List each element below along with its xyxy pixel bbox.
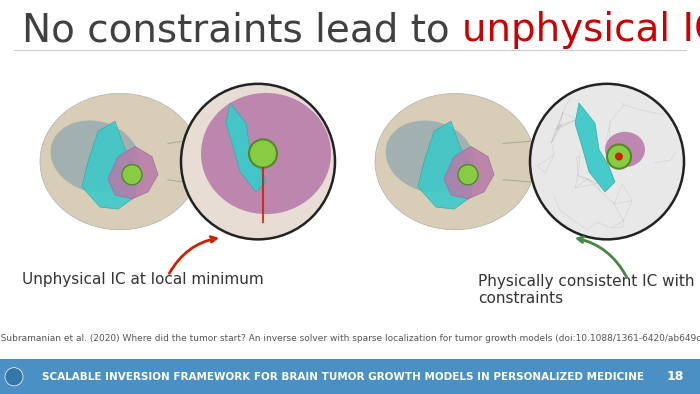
Polygon shape <box>226 103 266 192</box>
Circle shape <box>530 84 684 240</box>
Text: No constraints lead to: No constraints lead to <box>22 11 462 49</box>
Ellipse shape <box>201 93 331 214</box>
Circle shape <box>458 165 478 185</box>
Text: Unphysical IC at local minimum: Unphysical IC at local minimum <box>22 272 264 287</box>
FancyBboxPatch shape <box>0 359 700 394</box>
Text: SCALABLE INVERSION FRAMEWORK FOR BRAIN TUMOR GROWTH MODELS IN PERSONALIZED MEDIC: SCALABLE INVERSION FRAMEWORK FOR BRAIN T… <box>42 372 644 382</box>
Circle shape <box>181 84 335 240</box>
Polygon shape <box>82 121 138 209</box>
Text: 18: 18 <box>666 370 684 383</box>
Polygon shape <box>444 147 494 199</box>
Circle shape <box>607 145 631 169</box>
Ellipse shape <box>386 121 475 193</box>
Polygon shape <box>575 103 615 192</box>
Ellipse shape <box>50 121 139 193</box>
Circle shape <box>615 152 623 161</box>
Ellipse shape <box>40 93 200 230</box>
Circle shape <box>5 368 23 386</box>
Circle shape <box>249 139 277 168</box>
Polygon shape <box>418 121 474 209</box>
Circle shape <box>122 165 142 185</box>
Ellipse shape <box>375 93 535 230</box>
Text: unphysical ICs: unphysical ICs <box>462 11 700 49</box>
Polygon shape <box>108 147 158 199</box>
Text: S Subramanian et al. (2020) Where did the tumor start? An inverse solver with sp: S Subramanian et al. (2020) Where did th… <box>0 334 700 343</box>
Text: Physically consistent IC with
constraints: Physically consistent IC with constraint… <box>478 274 694 306</box>
Ellipse shape <box>605 132 645 167</box>
